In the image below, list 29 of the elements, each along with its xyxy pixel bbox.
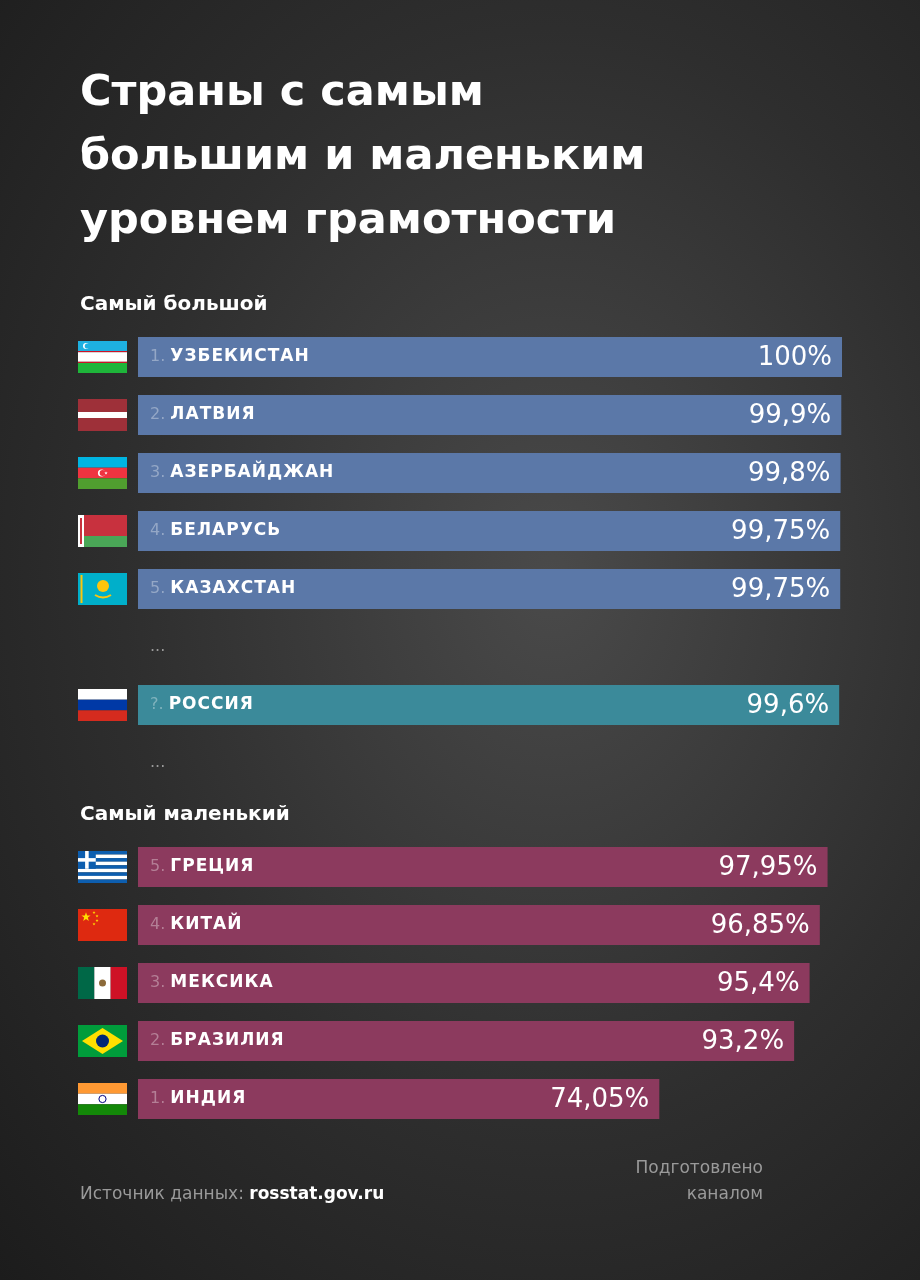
y-tick-label: 5. КАЗАХСТАН [150, 577, 297, 598]
data-label: 99,9% [748, 398, 832, 429]
data-label: 95,4% [717, 966, 800, 997]
y-tick-label: 4. БЕЛАРУСЬ [150, 519, 282, 540]
y-tick-label: ... [150, 636, 166, 656]
y-tick-label: 2. ЛАТВИЯ [150, 403, 256, 424]
data-label: 99,8% [747, 456, 831, 487]
text: Подготовлено каналом [634, 1156, 763, 1205]
y-tick-label: 3. АЗЕРБАЙДЖАН [150, 460, 335, 482]
data-label: 93,2% [701, 1024, 785, 1055]
data-label: 99,75% [731, 572, 831, 603]
y-tick-label: 5. ГРЕЦИЯ [150, 855, 255, 876]
y-tick-label: 1. ИНДИЯ [150, 1087, 247, 1108]
y-tick-label: 4. КИТАЙ [150, 912, 243, 934]
y-tick-label: ?. РОССИЯ [150, 693, 254, 714]
y-tick-label: ... [150, 752, 166, 772]
text: Источник данных: rosstat.gov.ru [80, 1183, 385, 1203]
y-tick-label: 1. УЗБЕКИСТАН [150, 345, 310, 366]
chart-title: Страны с самым большим и маленьким уровнем грамотности [80, 64, 647, 245]
data-label: 97,95% [718, 850, 818, 881]
chart-subtitle: Самый большой [80, 290, 268, 317]
data-label: 100% [757, 340, 832, 371]
y-tick-label: 2. БРАЗИЛИЯ [150, 1029, 285, 1050]
data-label: 99,75% [731, 514, 831, 545]
y-tick-label: 3. МЕКСИКА [150, 971, 274, 992]
data-label: 99,6% [746, 688, 830, 719]
chart-subtitle: Самый маленький [80, 800, 290, 827]
data-label: 74,05% [550, 1082, 650, 1113]
data-label: 96,85% [710, 908, 810, 939]
